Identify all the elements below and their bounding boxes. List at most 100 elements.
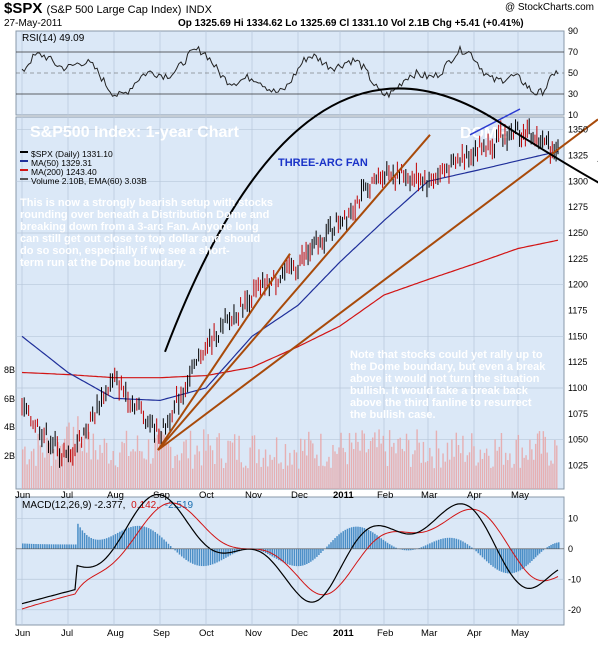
macd-hist-bar — [37, 544, 39, 549]
volume-bar — [48, 442, 50, 489]
volume-bar — [192, 468, 194, 489]
macd-signal: 0.142, — [131, 500, 159, 511]
macd-hist-bar — [72, 544, 75, 549]
volume-bar — [422, 441, 425, 489]
macd-hist-bar — [500, 548, 503, 572]
x-tick-label: Aug — [107, 490, 124, 501]
macd-hist-bar — [289, 548, 291, 565]
price-axis: 1350 1325 1300 1275 1250 1225 1200 1175 1150 1125… — [568, 125, 588, 471]
volume-bar — [496, 450, 498, 489]
macd-hist-bar — [498, 548, 501, 571]
fan-line — [157, 134, 431, 451]
macd-hist-bar — [167, 543, 170, 549]
price-tick-label: 1275 — [568, 202, 588, 212]
macd-hist-bar — [525, 548, 527, 567]
macd-hist-bar — [121, 530, 123, 549]
volume-bar — [548, 465, 550, 489]
macd-hist-bar — [336, 536, 338, 549]
macd-hist-bar — [306, 548, 308, 565]
volume-bar — [61, 444, 64, 489]
macd-hist-bar — [218, 548, 221, 562]
volume-bar — [134, 451, 137, 489]
volume-bar — [233, 434, 236, 489]
volume-bar — [353, 449, 355, 489]
volume-bar — [119, 452, 121, 489]
macd-hist-bar — [152, 530, 154, 549]
volume-bar — [37, 433, 39, 489]
volume-bar — [483, 452, 486, 489]
volume-bar — [90, 459, 92, 489]
macd-hist-bar — [468, 545, 471, 549]
commentary-line: the bullish case. — [350, 409, 436, 421]
volume-bar — [214, 463, 216, 489]
macd-hist-bar — [451, 537, 453, 549]
volume-bar — [397, 438, 399, 489]
volume-bar — [431, 456, 433, 489]
volume-bar — [158, 430, 161, 489]
macd-hist-bar — [48, 544, 50, 549]
macd-hist-bar — [108, 537, 110, 549]
volume-bar — [350, 442, 353, 489]
chart-title: S&P500 Index: 1-year Chart — [30, 124, 240, 141]
macd-hist-bar — [320, 548, 322, 554]
macd-hist-bar — [26, 543, 28, 549]
macd-hist-bar — [205, 548, 207, 566]
volume-bar — [26, 464, 28, 489]
volume-bar — [66, 426, 68, 489]
volume-bar — [278, 463, 280, 489]
commentary-line: above the third fanline to resurrect — [350, 397, 532, 409]
price-tick-label: 1175 — [568, 306, 587, 316]
macd-hist-bar — [222, 548, 225, 560]
macd-hist-bar — [355, 526, 357, 549]
macd-hist-bar — [304, 548, 306, 565]
volume-bar — [68, 422, 70, 489]
legend-swatch — [20, 151, 28, 153]
volume-bar — [306, 455, 308, 489]
macd-hist-bar — [346, 528, 349, 549]
volume-bar — [418, 442, 420, 489]
macd-hist-bar — [192, 548, 194, 564]
macd-hist-bar — [139, 525, 141, 549]
macd-hist-bar — [357, 526, 359, 549]
macd-hist-bar — [101, 539, 103, 549]
legend-swatch — [20, 178, 28, 180]
macd-hist-bar — [536, 548, 539, 556]
volume-bar — [399, 437, 401, 489]
volume-bar — [227, 440, 229, 489]
macd-hist-bar — [211, 548, 214, 565]
x-tick-label: Nov — [245, 490, 262, 501]
volume-bar — [346, 464, 349, 489]
volume-bar — [517, 434, 520, 489]
volume-bar — [178, 460, 181, 489]
volume-bar — [328, 456, 330, 489]
volume-bar — [382, 435, 384, 489]
volume-bar — [267, 466, 269, 489]
volume-bar — [416, 429, 418, 489]
macd-hist-bar — [196, 548, 198, 566]
volume-bar — [374, 432, 376, 489]
macd-hist-bar — [52, 544, 55, 549]
legend-text: Volume 2.10B, EMA(60) 3.03B — [31, 176, 147, 186]
volume-bar — [194, 454, 196, 489]
macd-hist-bar — [460, 540, 462, 549]
volume-bar — [209, 445, 212, 489]
price-panel — [15, 116, 565, 490]
volume-bar — [74, 452, 77, 489]
macd-hist-bar — [291, 548, 293, 566]
x-tick-label: Apr — [467, 628, 482, 639]
volume-bar — [534, 443, 537, 489]
macd-hist-bar — [145, 527, 148, 549]
volume-bar — [485, 448, 488, 489]
volume-tick-label: 2B — [4, 451, 15, 461]
volume-bar — [260, 466, 262, 489]
volume-bar — [240, 462, 242, 489]
volume-bar — [556, 445, 558, 489]
volume-bar — [395, 453, 397, 489]
macd-hist-bar — [110, 536, 112, 549]
volume-bar — [433, 468, 435, 489]
volume-bar — [384, 451, 387, 489]
volume-bar — [284, 444, 287, 489]
macd-hist-bar — [407, 548, 410, 551]
volume-bar — [338, 447, 340, 489]
volume-bar — [50, 465, 53, 489]
